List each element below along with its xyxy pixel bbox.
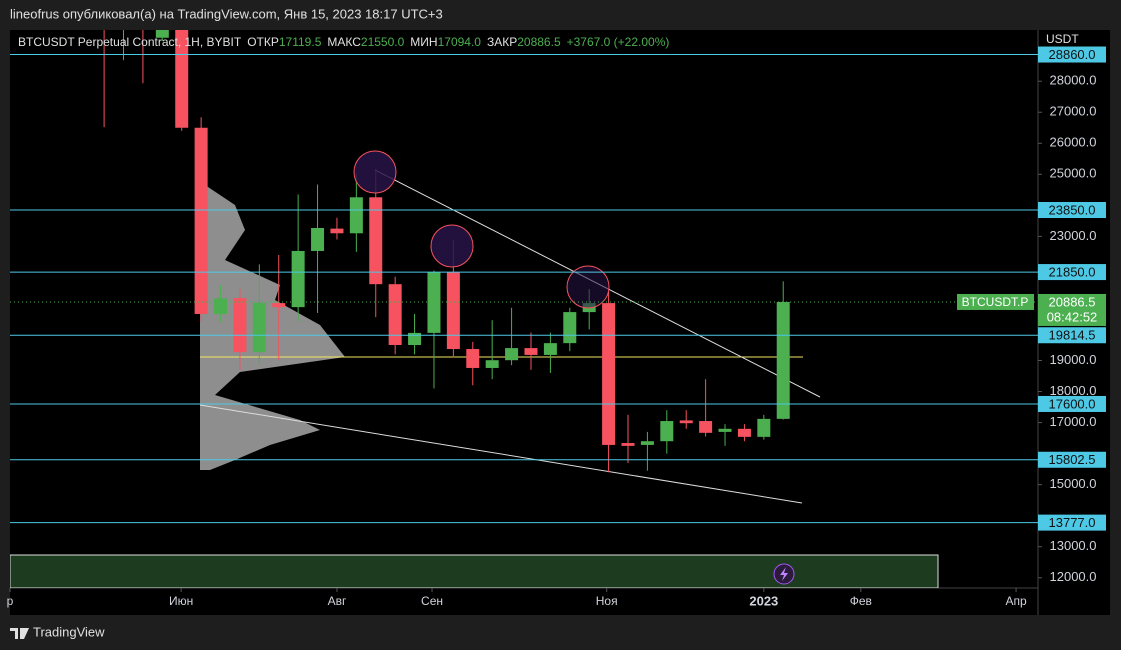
level-tag [1038, 451, 1106, 468]
highlight-circle [430, 224, 474, 268]
symbol-legend: BTCUSDT Perpetual Contract, 1H, BYBIT ОТК… [18, 35, 669, 49]
x-tick-label: 2023 [749, 593, 778, 608]
candle-body [330, 228, 344, 234]
highlight-circle [566, 265, 610, 309]
y-tick-label: 23000.0 [1050, 228, 1097, 243]
candle-body [291, 250, 305, 308]
x-tick-label: Июн [169, 594, 193, 608]
candle-body [272, 303, 286, 308]
candle-body [194, 127, 208, 314]
price-axis: 12000.0 13000.0 15000.0 17000.0 18000.0 19000… [7, 46, 1106, 608]
y-tick-label: 17000.0 [1050, 414, 1097, 429]
candle-body [505, 348, 519, 361]
level-label: 21850.0 [1049, 265, 1096, 280]
y-tick-label: 25000.0 [1050, 166, 1097, 181]
last-price-label: 20886.5 [1049, 294, 1096, 309]
candle-body [369, 197, 383, 285]
y-tick-label: 28000.0 [1050, 73, 1097, 88]
level-label: 28860.0 [1049, 47, 1096, 62]
candle-body [408, 332, 422, 345]
candle-body [155, 30, 169, 38]
symbol-tag-box [957, 293, 1034, 310]
x-tick-label: Сен [421, 594, 443, 608]
level-label: 23850.0 [1049, 202, 1096, 217]
legend-label: ЗАКР [487, 35, 517, 49]
candle-body [640, 441, 654, 445]
candle-body [757, 418, 771, 437]
y-tick-label: 12000.0 [1050, 569, 1097, 584]
candle-body [543, 343, 557, 355]
candle-body [349, 197, 363, 234]
level-tag [1038, 202, 1106, 218]
y-tick-label: 19000.0 [1050, 352, 1097, 367]
candle-body [388, 284, 402, 345]
symbol-tag: BTCUSDT.P [962, 295, 1029, 309]
highlight-circle [353, 150, 397, 194]
y-tick-label: 26000.0 [1050, 135, 1097, 150]
candle-body [485, 360, 499, 368]
volume-profile [200, 185, 345, 470]
candle-body [524, 348, 538, 355]
level-label: 15802.5 [1049, 452, 1096, 467]
last-price-tag [1038, 293, 1106, 326]
candle-body [602, 303, 616, 445]
x-tick-label: Авг [328, 594, 347, 608]
candle-body [660, 421, 674, 442]
y-tick-label: 15000.0 [1050, 476, 1097, 491]
x-tick-label: Ноя [596, 594, 618, 608]
legend-label: МАКС [327, 35, 361, 49]
candle-body [427, 272, 441, 333]
x-tick-label: р [7, 594, 14, 608]
candle-body [563, 312, 577, 344]
candle-body [718, 428, 732, 432]
candle-body [311, 228, 325, 251]
bottom-panel [10, 554, 939, 588]
level-tag [1038, 46, 1106, 63]
lightning-glyph [780, 567, 788, 581]
chart-pane [10, 30, 1110, 615]
candle-body [776, 301, 790, 419]
y-tick-label: 13000.0 [1050, 538, 1097, 553]
candle-body [252, 303, 266, 353]
legend-value: 20886.5 [517, 35, 561, 49]
candle-body [679, 420, 693, 424]
level-label: 13777.0 [1049, 515, 1096, 530]
candle-body [233, 298, 247, 353]
legend-label: ОТКР [247, 35, 279, 49]
footer: TradingView [33, 624, 105, 639]
legend-value: 21550.0 [361, 35, 405, 49]
byline: lineofrus опубликовал(а) на TradingView.… [10, 6, 443, 21]
legend-value: 17094.0 [438, 35, 482, 49]
level-tag [1038, 514, 1106, 531]
candle-body [466, 349, 480, 368]
legend-value: 17119.5 [279, 35, 322, 49]
y-tick-label: 18000.0 [1050, 383, 1097, 398]
level-label: 17600.0 [1049, 396, 1096, 411]
footer-logo: TradingView [10, 624, 105, 639]
candle-body [621, 443, 635, 446]
level-tag [1038, 395, 1106, 412]
level-tag [1038, 327, 1106, 344]
legend-label: МИН [410, 35, 437, 49]
level-tag [1038, 264, 1106, 281]
countdown: 08:42:52 [1047, 309, 1098, 324]
trend-line [199, 404, 803, 504]
x-tick-label: Апр [1005, 594, 1027, 608]
candle-body [737, 428, 751, 437]
y-tick-label: 27000.0 [1050, 104, 1097, 119]
candle-body [446, 272, 460, 350]
symbol: BTCUSDT Perpetual Contract, 1H, BYBIT [18, 35, 242, 49]
currency: USDT [1046, 32, 1079, 46]
candle-body [699, 421, 713, 433]
logo-mark [10, 628, 29, 639]
legend-change: +3767.0 (+22.00%) [567, 35, 670, 49]
level-label: 19814.5 [1049, 328, 1096, 343]
x-tick-label: Фев [850, 594, 872, 608]
candle-body [214, 298, 228, 314]
